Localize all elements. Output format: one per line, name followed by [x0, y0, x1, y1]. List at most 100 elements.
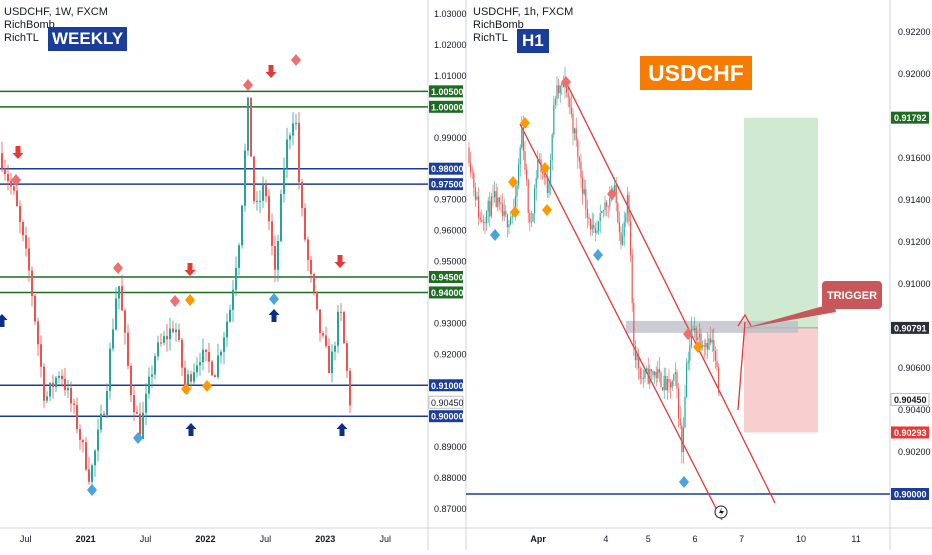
- right-candle-body: [644, 370, 646, 379]
- right-indicator-richbomb[interactable]: RichBomb: [473, 19, 524, 31]
- right-candle-body: [710, 338, 712, 343]
- right-indicator-richtl[interactable]: RichTL: [473, 32, 508, 44]
- left-candle-body: [55, 377, 57, 388]
- left-indicator-richbomb[interactable]: RichBomb: [4, 19, 55, 31]
- right-candle-body: [588, 217, 590, 220]
- left-candle-body: [70, 387, 72, 404]
- right-candle-body: [543, 173, 545, 178]
- h1-badge-text: H1: [522, 31, 544, 50]
- right-candle-body: [673, 374, 675, 381]
- right-candle-body: [471, 172, 473, 173]
- right-candle-body: [548, 183, 550, 194]
- bearish-diamond-marker: [243, 79, 253, 91]
- right-candle-body: [684, 396, 686, 428]
- right-candle-body: [713, 339, 715, 351]
- right-symbol-line[interactable]: USDCHF, 1h, FXCM: [473, 6, 574, 18]
- orange-diamond-marker: [540, 162, 550, 174]
- channel-lower-line: [519, 123, 723, 521]
- left-level-box: [429, 100, 463, 113]
- right-time-tick: 11: [851, 534, 860, 544]
- left-level-label: 0.91000: [431, 381, 464, 391]
- left-candle-body: [304, 208, 306, 240]
- right-candle-body: [676, 372, 678, 389]
- bullish-diamond-marker: [87, 484, 97, 496]
- left-candle-body: [106, 390, 108, 415]
- right-candle-body: [706, 342, 708, 350]
- right-candle-body: [650, 369, 652, 372]
- right-candle-body: [658, 369, 660, 373]
- right-candle-body: [526, 169, 528, 180]
- left-time-tick: Jul: [20, 534, 32, 544]
- right-candle-body: [663, 375, 665, 391]
- bearish-diamond-marker: [170, 295, 180, 307]
- left-candle-body: [205, 349, 207, 352]
- left-candle-body: [7, 174, 9, 182]
- left-candle-body: [259, 200, 261, 202]
- orange-diamond-marker: [202, 380, 212, 392]
- right-markers: [490, 76, 703, 488]
- right-candle-body: [711, 339, 713, 343]
- right-tp-box: [891, 111, 929, 124]
- right-candle-body: [494, 191, 496, 198]
- left-candle-body: [343, 312, 345, 344]
- right-price-tick: 0.91600: [898, 153, 931, 163]
- right-candle-body: [484, 222, 486, 224]
- right-candle-body: [585, 189, 587, 209]
- right-candle-body: [580, 161, 582, 178]
- left-candle-body: [310, 259, 312, 275]
- left-candle-body: [286, 139, 288, 169]
- left-candle-body: [208, 351, 210, 362]
- sell-arrow-marker: [184, 263, 196, 276]
- right-candle-body: [628, 195, 630, 222]
- right-candle-body: [505, 211, 507, 215]
- right-candle-body: [690, 329, 692, 346]
- right-candle-body: [535, 177, 537, 189]
- right-candle-body: [474, 187, 476, 200]
- left-candle-body: [58, 375, 60, 378]
- right-candle-body: [567, 92, 569, 98]
- left-level-box: [429, 178, 463, 191]
- left-level-label: 0.90000: [431, 412, 464, 422]
- left-candle-body: [247, 97, 249, 151]
- left-candle-body: [181, 339, 183, 368]
- left-candle-body: [295, 122, 297, 124]
- left-time-tick: Jul: [379, 534, 391, 544]
- right-candle-body: [647, 368, 649, 384]
- left-candle-body: [118, 286, 120, 299]
- channel-upper-line: [565, 81, 776, 504]
- left-price-tick: 1.01000: [434, 71, 467, 81]
- left-candle-body: [28, 248, 30, 271]
- left-candle-body: [160, 342, 162, 344]
- left-candle-body: [217, 355, 219, 378]
- left-level-label: 0.97500: [431, 180, 464, 190]
- left-candle-body: [229, 309, 231, 322]
- left-candle-body: [31, 270, 33, 296]
- right-candle-body: [694, 328, 696, 330]
- right-candle-body: [622, 235, 624, 245]
- left-symbol-line[interactable]: USDCHF, 1W, FXCM: [4, 6, 108, 18]
- left-candle-body: [4, 168, 6, 175]
- left-time-tick: 2023: [315, 534, 335, 544]
- right-candle-body: [551, 134, 553, 161]
- right-candle-body: [681, 425, 683, 452]
- left-candle-body: [136, 412, 138, 414]
- left-candle-body: [253, 156, 255, 202]
- left-candle-body: [157, 342, 159, 357]
- right-candle-body: [521, 127, 523, 148]
- right-candle-body: [546, 176, 548, 194]
- left-candle-body: [19, 206, 21, 222]
- right-candle-body: [703, 345, 705, 348]
- left-candle-body: [109, 348, 111, 391]
- left-candle-body: [298, 122, 300, 183]
- left-current-box: [428, 395, 464, 409]
- right-candle-body: [553, 104, 555, 135]
- left-indicator-richtl[interactable]: RichTL: [4, 32, 39, 44]
- left-candle-body: [226, 321, 228, 338]
- left-candle-body: [340, 311, 342, 313]
- left-candle-body: [100, 413, 102, 430]
- left-candle-body: [148, 376, 150, 394]
- left-level-label: 1.00000: [431, 102, 464, 112]
- right-candle-body: [570, 107, 572, 115]
- usdchf-title-text: USDCHF: [648, 60, 744, 86]
